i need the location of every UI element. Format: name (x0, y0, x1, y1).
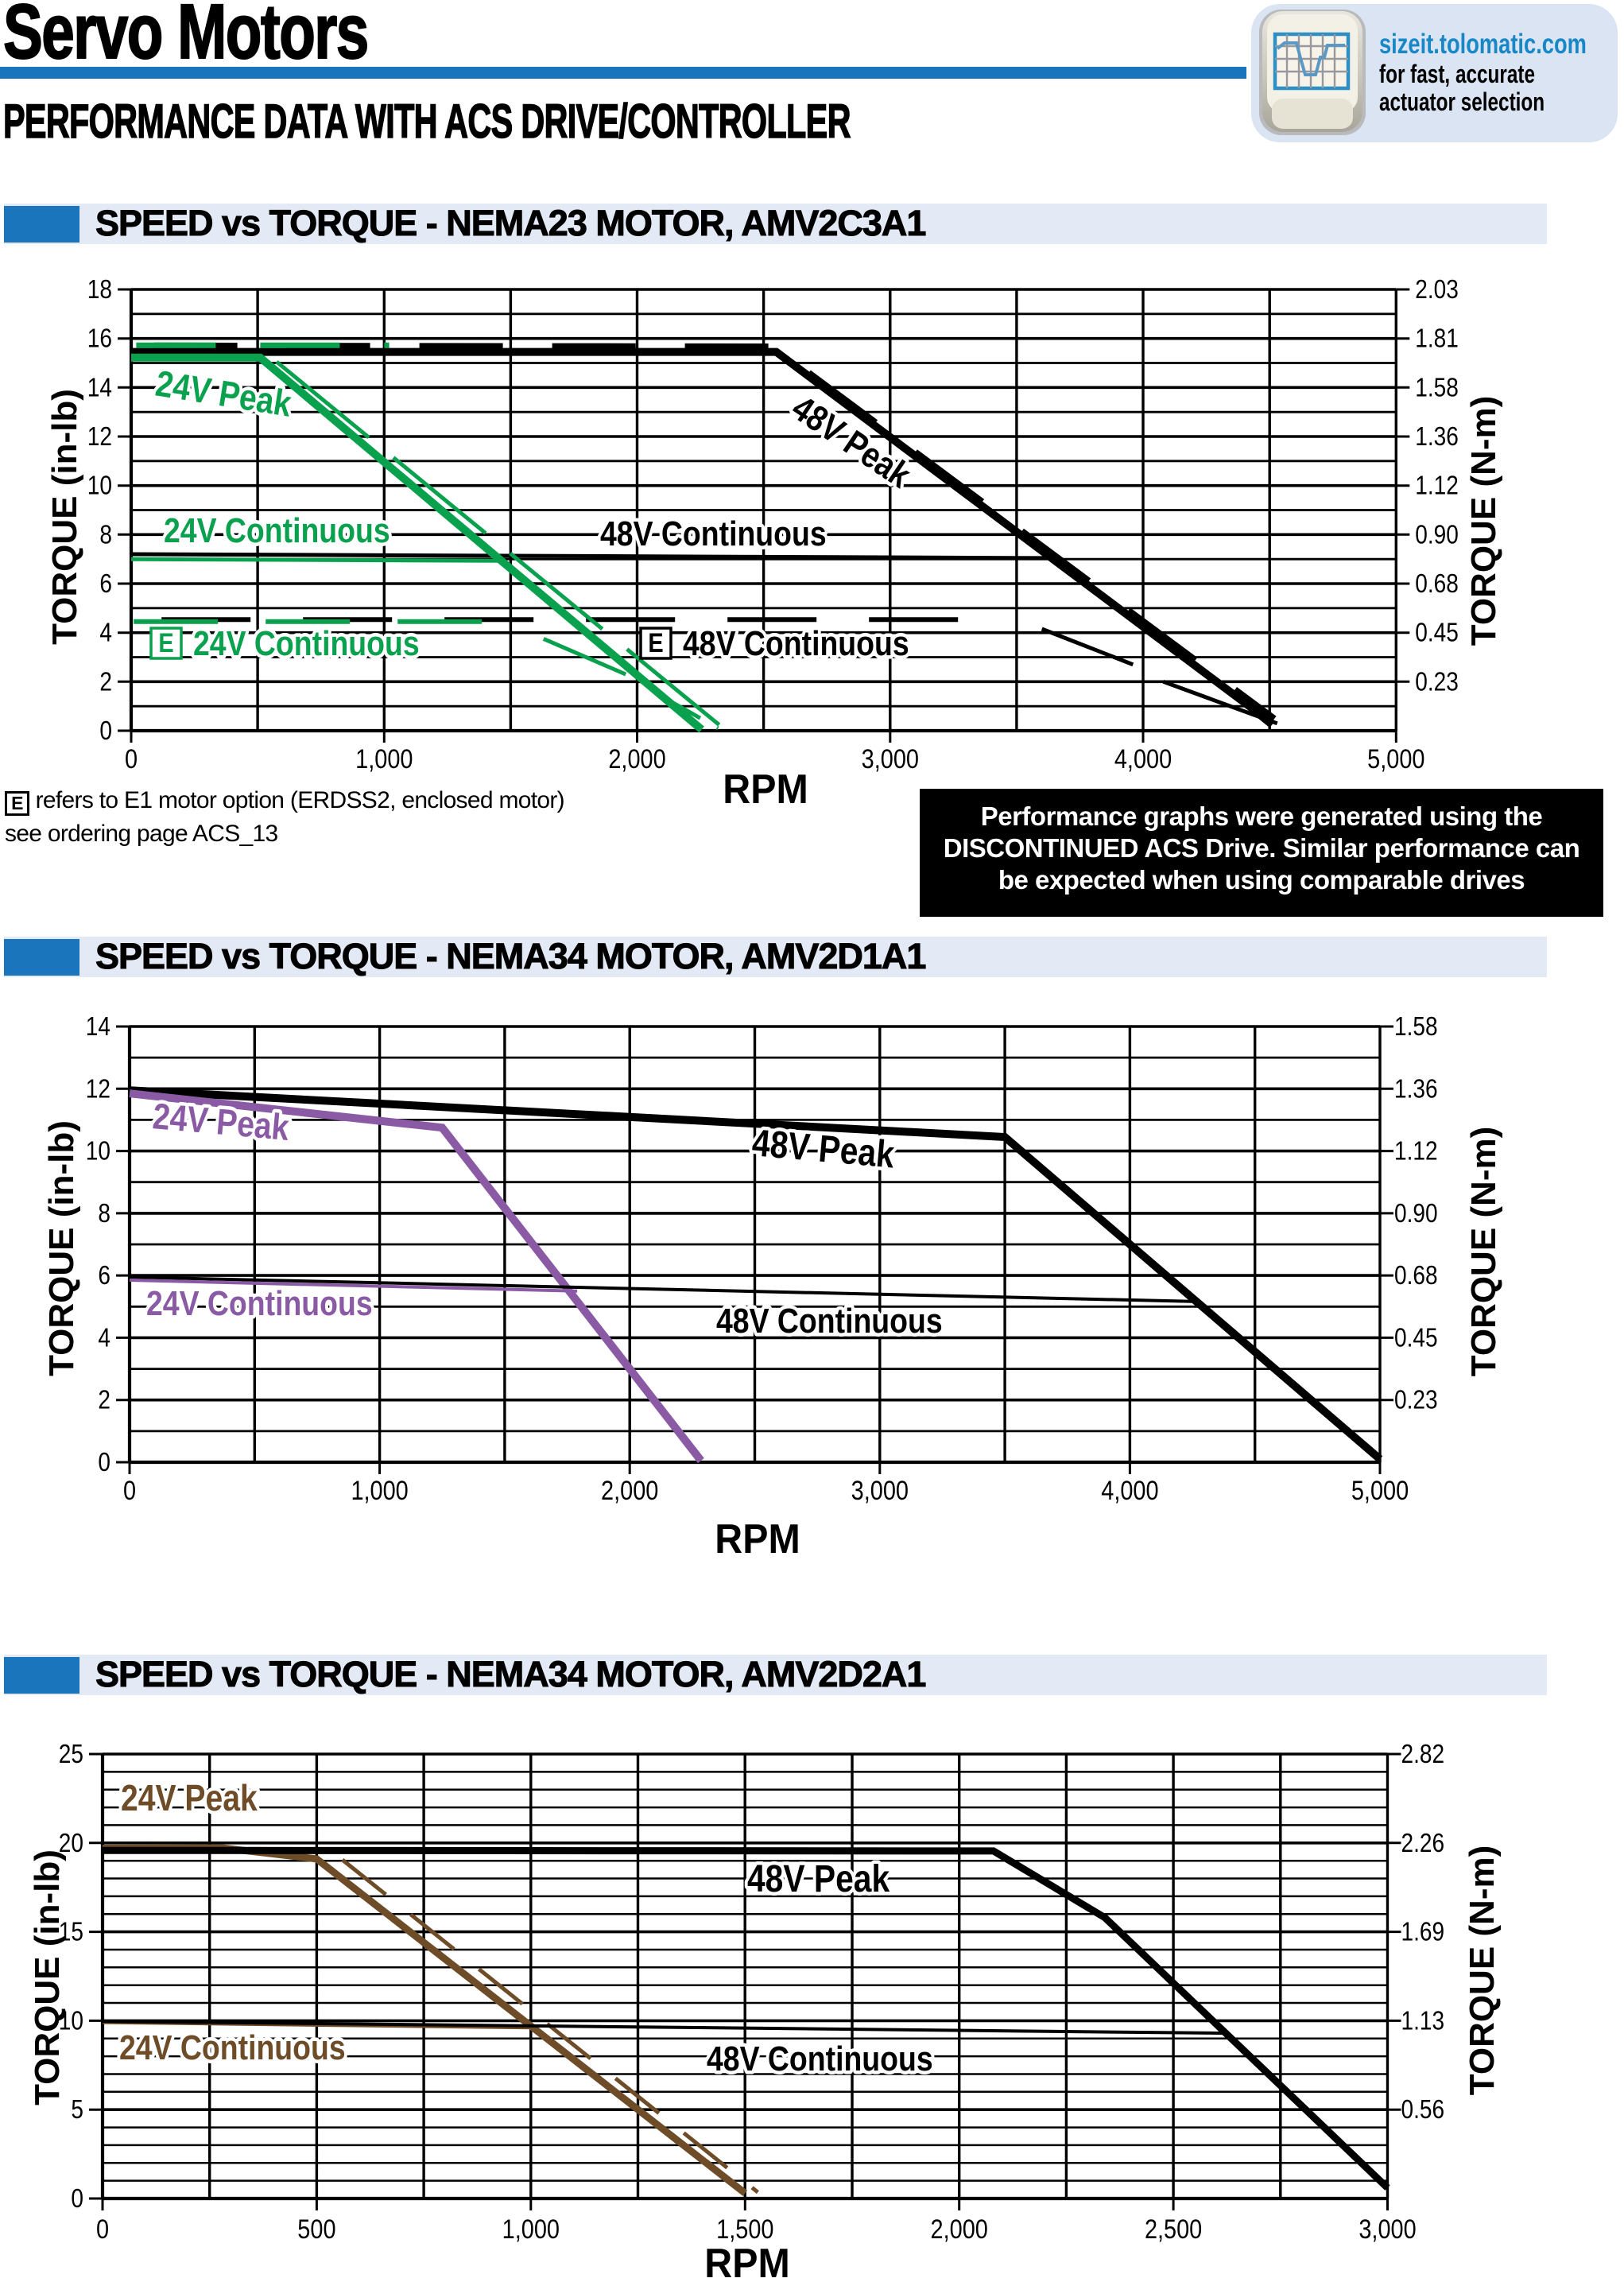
svg-text:1,000: 1,000 (351, 1475, 408, 1506)
svg-text:0.90: 0.90 (1415, 520, 1459, 549)
svg-text:24V Peak: 24V Peak (121, 1778, 258, 1819)
svg-text:0.68: 0.68 (1415, 569, 1459, 599)
svg-text:2,000: 2,000 (601, 1475, 658, 1506)
svg-text:18: 18 (87, 275, 112, 305)
svg-text:TORQUE (N-m): TORQUE (N-m) (1464, 1127, 1503, 1377)
svg-text:0.45: 0.45 (1394, 1323, 1438, 1353)
svg-text:RPM: RPM (704, 2240, 789, 2282)
svg-text:0.23: 0.23 (1415, 667, 1459, 697)
svg-text:0: 0 (125, 743, 138, 774)
svg-text:2: 2 (98, 1386, 110, 1415)
svg-text:4,000: 4,000 (1101, 1475, 1158, 1506)
svg-text:0.23: 0.23 (1394, 1386, 1438, 1415)
svg-text:0.68: 0.68 (1394, 1261, 1438, 1290)
svg-text:24V Continuous: 24V Continuous (119, 2028, 346, 2067)
svg-text:8: 8 (98, 1199, 110, 1228)
svg-text:1,000: 1,000 (355, 743, 413, 774)
svg-text:5,000: 5,000 (1367, 743, 1424, 774)
svg-text:0: 0 (96, 2214, 109, 2245)
svg-text:TORQUE (N-m): TORQUE (N-m) (1464, 396, 1503, 646)
svg-text:3,000: 3,000 (1359, 2214, 1416, 2245)
svg-text:0: 0 (71, 2184, 83, 2214)
svg-text:2.82: 2.82 (1401, 1740, 1445, 1769)
svg-text:2,000: 2,000 (931, 2214, 988, 2245)
svg-text:10: 10 (86, 1137, 110, 1166)
svg-text:2,500: 2,500 (1145, 2214, 1202, 2245)
svg-text:2: 2 (99, 667, 112, 697)
svg-text:4,000: 4,000 (1114, 743, 1172, 774)
svg-text:25: 25 (59, 1740, 83, 1769)
svg-text:48V Continuous: 48V Continuous (716, 1301, 943, 1341)
svg-text:0.45: 0.45 (1415, 619, 1459, 648)
svg-text:E: E (158, 627, 173, 658)
svg-text:16: 16 (87, 324, 112, 354)
svg-text:RPM: RPM (723, 766, 808, 811)
svg-text:TORQUE (in-lb): TORQUE (in-lb) (28, 1849, 67, 2105)
svg-text:1,500: 1,500 (716, 2214, 773, 2245)
svg-text:24V Continuous: 24V Continuous (164, 510, 390, 550)
svg-text:TORQUE (N-m): TORQUE (N-m) (1463, 1845, 1502, 2096)
svg-text:4: 4 (99, 619, 112, 648)
svg-text:E: E (648, 627, 663, 658)
svg-text:2.03: 2.03 (1415, 275, 1459, 305)
svg-text:RPM: RPM (715, 1516, 800, 1562)
svg-text:500: 500 (297, 2214, 335, 2245)
svg-text:24V Continuous: 24V Continuous (193, 623, 420, 663)
svg-text:0.90: 0.90 (1394, 1199, 1438, 1228)
svg-text:24V Peak: 24V Peak (151, 1096, 291, 1149)
svg-text:0: 0 (99, 716, 112, 746)
svg-text:0: 0 (98, 1448, 110, 1477)
svg-text:14: 14 (87, 373, 112, 402)
svg-text:TORQUE (in-lb): TORQUE (in-lb) (42, 1120, 81, 1376)
svg-text:10: 10 (87, 472, 112, 501)
svg-text:10: 10 (59, 2006, 83, 2036)
svg-text:14: 14 (86, 1012, 110, 1042)
svg-text:2.26: 2.26 (1401, 1829, 1445, 1858)
svg-text:1.58: 1.58 (1415, 373, 1459, 402)
svg-text:0.56: 0.56 (1401, 2095, 1445, 2125)
svg-text:8: 8 (99, 520, 112, 549)
svg-text:6: 6 (98, 1261, 110, 1290)
svg-text:5: 5 (71, 2095, 83, 2125)
svg-text:TORQUE (in-lb): TORQUE (in-lb) (45, 389, 84, 645)
svg-text:0: 0 (123, 1475, 136, 1506)
svg-text:12: 12 (86, 1074, 110, 1104)
svg-text:1,000: 1,000 (502, 2214, 560, 2245)
svg-text:1.13: 1.13 (1401, 2006, 1445, 2036)
svg-text:1.58: 1.58 (1394, 1012, 1438, 1042)
svg-text:4: 4 (98, 1323, 110, 1353)
svg-text:2,000: 2,000 (608, 743, 665, 774)
svg-text:5,000: 5,000 (1351, 1475, 1409, 1506)
svg-text:1.36: 1.36 (1415, 422, 1459, 452)
svg-text:1.12: 1.12 (1394, 1137, 1438, 1166)
svg-text:1.69: 1.69 (1401, 1918, 1445, 1947)
svg-text:6: 6 (99, 569, 112, 599)
svg-text:12: 12 (87, 422, 112, 452)
svg-text:15: 15 (59, 1918, 83, 1947)
svg-text:48V Peak: 48V Peak (747, 1858, 890, 1900)
svg-text:1.36: 1.36 (1394, 1074, 1438, 1104)
svg-text:1.12: 1.12 (1415, 472, 1459, 501)
svg-text:1.81: 1.81 (1415, 324, 1459, 354)
svg-text:20: 20 (59, 1829, 83, 1858)
svg-text:48V Continuous: 48V Continuous (600, 514, 827, 553)
svg-text:48V Continuous: 48V Continuous (707, 2039, 933, 2078)
svg-text:24V Continuous: 24V Continuous (146, 1283, 373, 1323)
svg-text:3,000: 3,000 (851, 1475, 909, 1506)
svg-text:48V Continuous: 48V Continuous (683, 623, 909, 663)
svg-text:3,000: 3,000 (862, 743, 919, 774)
